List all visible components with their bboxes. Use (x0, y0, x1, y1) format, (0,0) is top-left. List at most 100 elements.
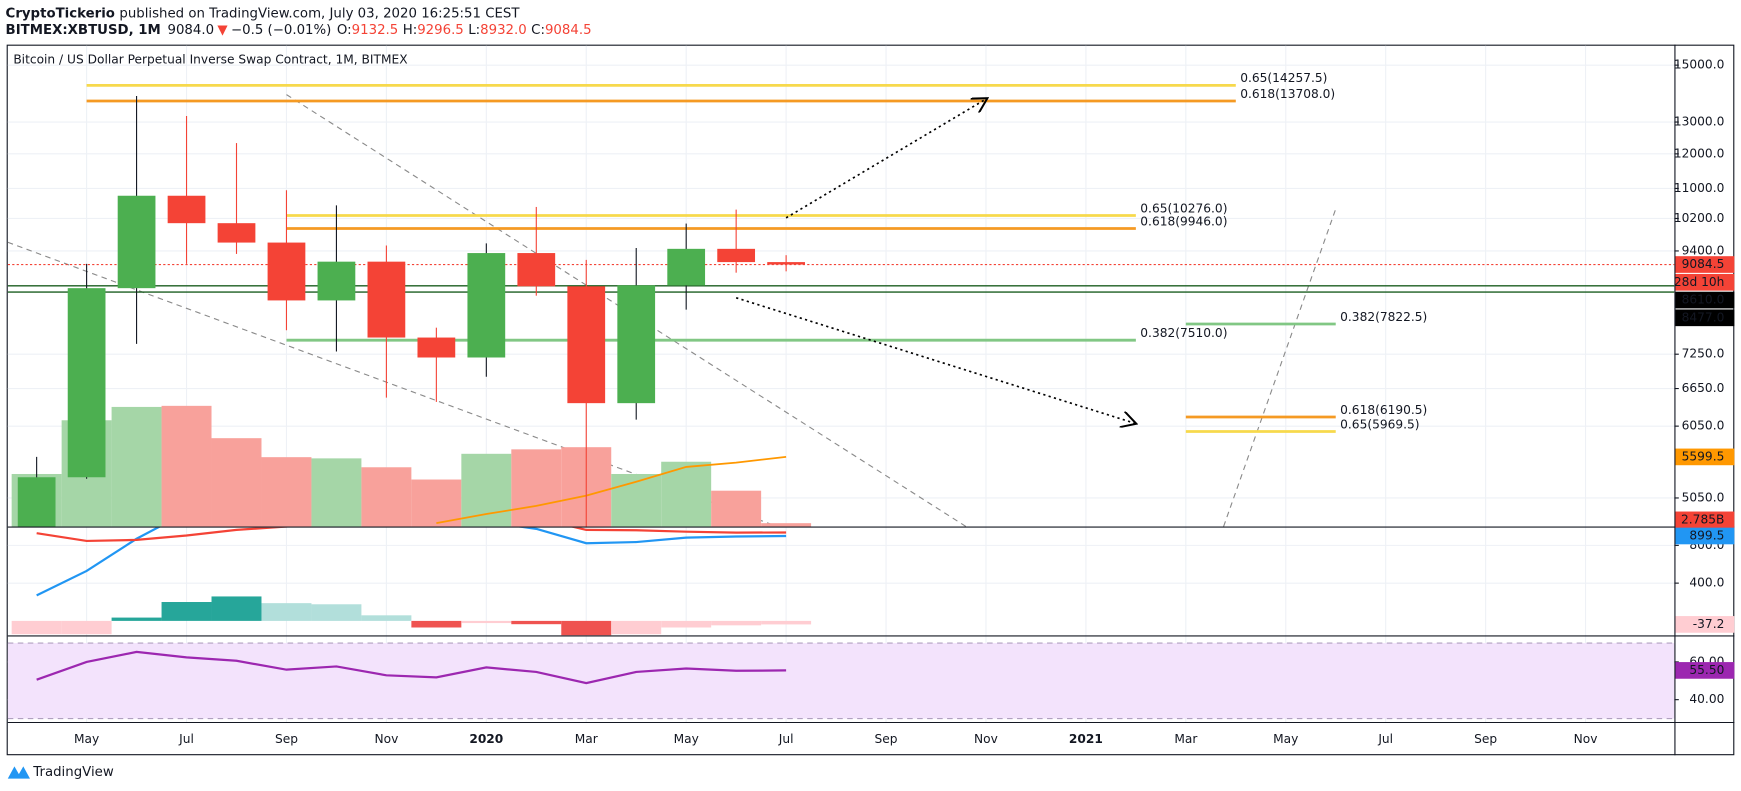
candle-body (567, 286, 606, 404)
histogram-bar (611, 620, 662, 635)
macd-line (36, 527, 787, 597)
candle-body (517, 253, 556, 287)
header-line-2: BITMEX:XBTUSD, 1M 9084.0 ▼ −0.5 (−0.01%) O:9… (6, 23, 592, 38)
signal-line (36, 527, 787, 543)
level-label: 0.618(6190.5) (1340, 403, 1427, 417)
histogram-bar (11, 620, 62, 635)
change-arrow: ▼ (217, 23, 228, 38)
x-tick-label: Jul (778, 732, 794, 746)
y-tick-label: 5050.0 (1682, 490, 1725, 504)
macd-last-label-box (1675, 527, 1735, 545)
rsi-band (7, 643, 1675, 719)
logo-mark (7, 766, 30, 779)
x-tick-label: Nov (974, 732, 998, 746)
volume-bar (511, 449, 562, 527)
x-tick-label: Nov (1574, 732, 1598, 746)
ohlc-value: 9132.5 (352, 23, 399, 38)
grid (7, 45, 1675, 722)
level-label: 0.618(9946.0) (1140, 214, 1227, 228)
histogram-bar (61, 620, 112, 635)
volume-bar (211, 438, 262, 527)
x-tick-label: May (1273, 732, 1298, 746)
x-tick-label: 2021 (1069, 732, 1103, 746)
volume-bar (411, 479, 462, 527)
candle-body (67, 288, 106, 478)
level-label: 0.65(14257.5) (1240, 71, 1327, 85)
candle-body (617, 285, 656, 404)
candle-body (167, 195, 206, 224)
price-label-box (1675, 256, 1735, 273)
rsi-line (36, 650, 787, 685)
volume-bar (361, 467, 412, 527)
histogram-bar (761, 620, 812, 625)
published: published on TradingView.com, July 03, 2… (119, 7, 520, 22)
histogram-bar (411, 620, 462, 628)
ohlc-value: 8932.0 (480, 23, 527, 38)
volume-bar (261, 457, 312, 527)
candle-body (317, 261, 356, 301)
price-label-box (1675, 291, 1735, 309)
histogram-bar (561, 620, 612, 636)
countdown: 28d 10h (1674, 275, 1724, 289)
volume-bar (611, 473, 662, 527)
volume-bar (311, 458, 362, 527)
candle-body (717, 248, 756, 263)
last-price: 9084.0 (167, 23, 214, 38)
ohlc-value: 9084.5 (545, 23, 592, 38)
price-label: 8610.0 (1682, 293, 1725, 307)
x-tick-label: Jul (178, 732, 194, 746)
macd-last-label: 899.5 (1689, 528, 1724, 542)
chart-title: Bitcoin / US Dollar Perpetual Inverse Sw… (13, 53, 407, 67)
level-label: 0.618(13708.0) (1240, 87, 1335, 101)
price-label-box (1675, 309, 1735, 327)
price-pane: 0.65(14257.5) 0.618(13708.0) 0.65(10276.0)… (7, 71, 1675, 527)
price-label-box (1675, 448, 1735, 466)
candle-body (117, 195, 156, 289)
x-tick-label: May (74, 732, 99, 746)
candle-body (217, 223, 256, 243)
overlay-line (436, 456, 787, 525)
level-label: 0.65(10276.0) (1140, 201, 1227, 215)
y-tick-label: 12000.0 (1674, 146, 1724, 160)
histogram-bar (161, 602, 212, 621)
x-tick-label: Mar (1174, 732, 1198, 746)
y-tick-label: 13000.0 (1674, 115, 1724, 129)
x-tick-label: Nov (374, 732, 398, 746)
histogram-bar (461, 620, 512, 624)
candle-body (467, 253, 506, 358)
logo: TradingView (7, 765, 114, 780)
author: CryptoTickerio (6, 7, 115, 22)
ohlc-key: O: (337, 23, 352, 38)
plot-layer: 0.65(14257.5) 0.618(13708.0) 0.65(10276.0)… (7, 45, 1675, 722)
x-tick-label: Mar (575, 732, 599, 746)
y-tick-label: 9400.0 (1682, 243, 1725, 257)
trend-line (1223, 208, 1337, 527)
y-tick-label: 7250.0 (1682, 347, 1725, 361)
candle-body (667, 248, 706, 286)
price-label: 9084.5 (1682, 257, 1725, 271)
level-label: 0.382(7510.0) (1140, 326, 1227, 340)
ohlc-key: L: (468, 23, 480, 38)
level-label: 0.382(7822.5) (1340, 310, 1427, 324)
axes-layer: May Jul Sep Nov 2020 Mar May Jul Sep Nov 2021 Mar Ma… (74, 58, 1735, 746)
level-label: 0.65(5969.5) (1340, 417, 1419, 431)
symbol: BITMEX:XBTUSD, 1M (6, 23, 161, 38)
histogram-bar (111, 617, 162, 621)
x-tick-label: May (674, 732, 699, 746)
histogram-bar (361, 615, 412, 621)
y-tick-label: 400.0 (1689, 576, 1724, 590)
rsi-last-label: 55.50 (1689, 663, 1724, 677)
histogram-bar (211, 596, 262, 621)
volume-label-box (1675, 511, 1735, 529)
volume-bar (461, 453, 512, 527)
candle-body (767, 262, 805, 265)
histogram-bar (311, 604, 362, 621)
volume-bar (761, 523, 812, 527)
price-label: 5599.5 (1682, 449, 1725, 463)
candle-body (17, 477, 56, 527)
candle-body (367, 261, 406, 338)
y-tick-label: 10200.0 (1674, 211, 1724, 225)
histogram-bar (511, 620, 562, 625)
histogram-bar (711, 620, 762, 626)
